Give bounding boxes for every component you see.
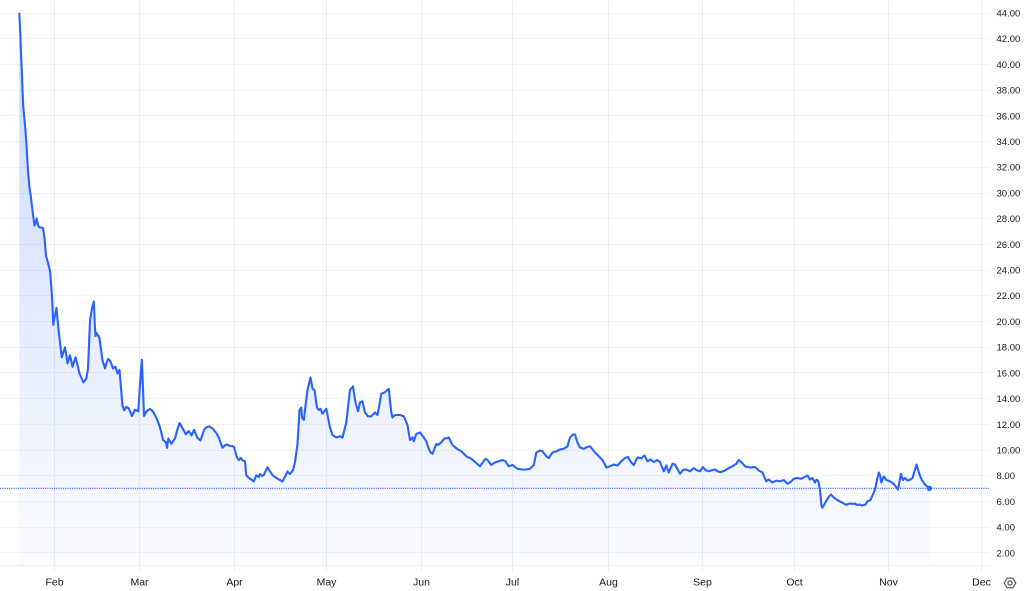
svg-text:36.00: 36.00	[997, 111, 1021, 122]
svg-text:16.00: 16.00	[997, 368, 1021, 379]
svg-text:Sep: Sep	[693, 577, 712, 589]
svg-text:32.00: 32.00	[997, 163, 1021, 174]
svg-text:Dec: Dec	[972, 577, 991, 589]
svg-text:42.00: 42.00	[997, 34, 1021, 45]
svg-text:44.00: 44.00	[997, 8, 1021, 19]
svg-text:38.00: 38.00	[997, 86, 1021, 97]
svg-text:Apr: Apr	[226, 577, 243, 589]
svg-text:10.00: 10.00	[997, 446, 1021, 457]
svg-text:Jul: Jul	[506, 577, 519, 589]
svg-text:Mar: Mar	[130, 577, 149, 589]
svg-text:Oct: Oct	[786, 577, 802, 589]
svg-text:6.00: 6.00	[997, 497, 1016, 508]
svg-text:40.00: 40.00	[997, 60, 1021, 71]
svg-text:Feb: Feb	[45, 577, 63, 589]
svg-text:Jun: Jun	[413, 577, 430, 589]
svg-text:12.00: 12.00	[997, 420, 1021, 431]
svg-text:22.00: 22.00	[997, 291, 1021, 302]
svg-text:26.00: 26.00	[997, 240, 1021, 251]
svg-text:8.00: 8.00	[997, 471, 1016, 482]
svg-text:4.00: 4.00	[997, 523, 1016, 534]
svg-text:18.00: 18.00	[997, 343, 1021, 354]
svg-text:34.00: 34.00	[997, 137, 1021, 148]
svg-text:May: May	[317, 577, 338, 589]
svg-text:20.00: 20.00	[997, 317, 1021, 328]
svg-text:2.00: 2.00	[997, 548, 1016, 559]
svg-text:Aug: Aug	[599, 577, 618, 589]
svg-text:14.00: 14.00	[997, 394, 1021, 405]
svg-text:30.00: 30.00	[997, 188, 1021, 199]
svg-text:28.00: 28.00	[997, 214, 1021, 225]
svg-text:Nov: Nov	[879, 577, 898, 589]
svg-text:24.00: 24.00	[997, 266, 1021, 277]
